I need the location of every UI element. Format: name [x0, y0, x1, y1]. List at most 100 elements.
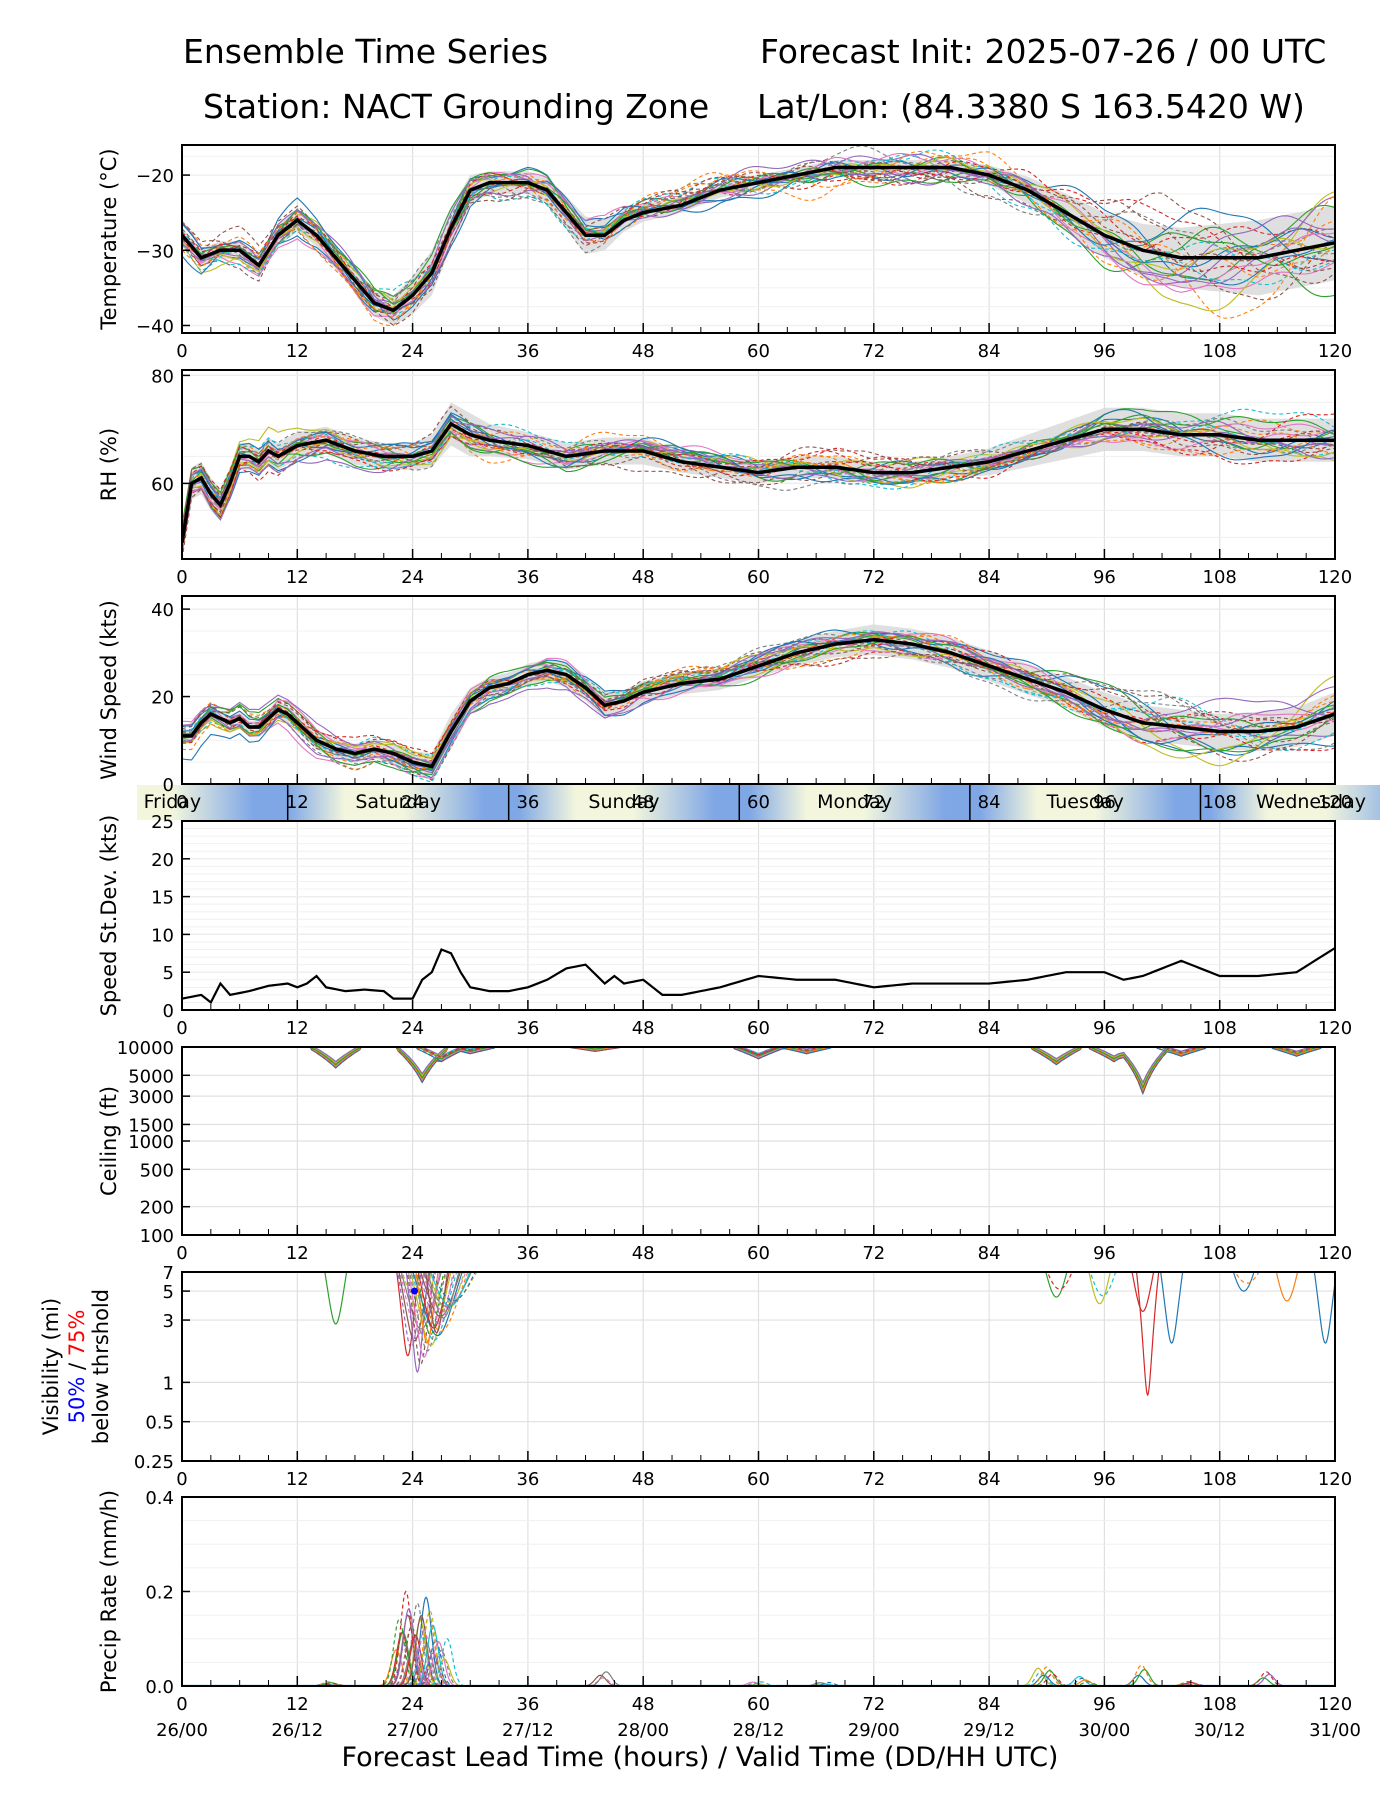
ensemble-mean-line: [182, 637, 1335, 769]
x-tick-label: 24: [401, 1469, 424, 1490]
x-tick-label: 0: [176, 567, 187, 588]
x-tick-label: 0: [176, 1018, 187, 1039]
valid-time-label: 29/12: [963, 1720, 1015, 1741]
y-tick-label: 5: [163, 1282, 174, 1303]
x-tick-label: 72: [862, 567, 885, 588]
y-tick-label: 1500: [128, 1115, 174, 1136]
x-tick-label: 24: [401, 341, 424, 362]
ceiling-member-line: [309, 1047, 1170, 1096]
y-tick-label: −20: [136, 166, 174, 187]
x-tick-label: 36: [516, 1243, 539, 1264]
panel-ceil: [181, 1046, 1336, 1236]
spread-band: [182, 624, 1335, 780]
plot-area-precip: [182, 1497, 1335, 1686]
x-tick-label: 96: [1093, 792, 1116, 813]
y-tick-label: 80: [151, 366, 174, 387]
x-tick-label: 96: [1093, 1018, 1116, 1039]
x-tick-label: 84: [978, 1694, 1001, 1715]
ensemble-member-line: [182, 638, 1335, 774]
x-tick-label: 108: [1203, 792, 1237, 813]
y-tick-label: 3: [163, 1311, 174, 1332]
ensemble-mean-line: [182, 165, 1335, 313]
visibility-separator: /: [65, 1356, 89, 1376]
y-tick-label: 20: [151, 688, 174, 709]
x-tick-label: 84: [978, 1018, 1001, 1039]
visibility-member-line: [410, 1272, 452, 1347]
x-tick-label: 72: [862, 1694, 885, 1715]
visibility-member-line: [427, 1272, 460, 1319]
ceiling-member-line: [418, 1047, 1317, 1059]
x-tick-label: 96: [1093, 1243, 1116, 1264]
y-tick-label: 25: [151, 812, 174, 833]
x-axis-label: Forecast Lead Time (hours) / Valid Time …: [341, 1742, 1059, 1773]
x-tick-label: 12: [286, 1694, 309, 1715]
visibility-member-line: [397, 1272, 426, 1349]
panel-precip: [181, 1496, 1336, 1687]
day-band: [137, 785, 1380, 820]
latlon-label: Lat/Lon: (84.3380 S 163.5420 W): [757, 87, 1305, 126]
panel-wind: [181, 595, 1336, 785]
visibility-50pct-marker: [411, 1287, 419, 1295]
visibility-member-line: [1313, 1272, 1335, 1344]
day-label-sunday: Sunday: [588, 791, 659, 813]
y-tick-label: 0.2: [145, 1583, 174, 1604]
ensemble-member-line: [182, 171, 1335, 305]
ceiling-member-line: [311, 1047, 1317, 1087]
y-axis-label: Wind Speed (kts): [97, 600, 121, 780]
y-axis-label: Temperature (°C): [97, 148, 121, 330]
ensemble-member-line: [182, 165, 1335, 316]
visibility-member-line: [324, 1272, 348, 1325]
y-tick-label: 0: [163, 1001, 174, 1022]
x-tick-label: 24: [401, 1694, 424, 1715]
y-tick-label: 60: [151, 474, 174, 495]
ensemble-member-line: [182, 149, 1335, 291]
ensemble-member-line: [182, 405, 1335, 551]
x-tick-label: 48: [632, 1469, 655, 1490]
y-tick-label: 10: [151, 925, 174, 946]
x-tick-label: 36: [516, 1469, 539, 1490]
x-tick-label: 96: [1093, 1469, 1116, 1490]
x-tick-label: 84: [978, 792, 1001, 813]
x-tick-label: 48: [632, 1243, 655, 1264]
y-tick-label: 10000: [117, 1038, 174, 1059]
ensemble-member-line: [182, 417, 1335, 546]
x-tick-label: 84: [978, 341, 1001, 362]
x-tick-label: 72: [862, 341, 885, 362]
day-label-wednesday: Wednesday: [1256, 791, 1366, 813]
x-tick-label: 12: [286, 341, 309, 362]
ensemble-member-line: [182, 160, 1335, 300]
x-tick-label: 60: [747, 792, 770, 813]
y-tick-label: 0: [163, 775, 174, 796]
plot-area-temp: [182, 145, 1335, 333]
x-tick-label: 48: [632, 1694, 655, 1715]
y-axis-label-secondary: below thrshold: [89, 1289, 113, 1444]
ensemble-member-line: [182, 150, 1335, 320]
x-tick-label: 36: [516, 341, 539, 362]
ceiling-member-line: [312, 1047, 1314, 1084]
y-tick-label: 0.25: [134, 1452, 174, 1473]
x-tick-label: 60: [747, 567, 770, 588]
plot-area-vis: [182, 1272, 1335, 1461]
x-tick-label: 72: [862, 1469, 885, 1490]
plot-area-rh: [182, 370, 1335, 559]
y-tick-label: 1: [163, 1373, 174, 1394]
x-tick-label: 108: [1203, 1694, 1237, 1715]
visibility-member-line: [1232, 1272, 1255, 1292]
ensemble-member-line: [182, 408, 1335, 538]
x-tick-label: 108: [1203, 1018, 1237, 1039]
y-axis-label: Speed St.Dev. (kts): [97, 815, 121, 1017]
precip-member-line: [1115, 1668, 1174, 1686]
station-label: Station: NACT Grounding Zone: [203, 87, 710, 126]
y-tick-label: 100: [140, 1226, 174, 1247]
x-tick-label: 24: [401, 792, 424, 813]
x-tick-label: 120: [1318, 792, 1352, 813]
panel-rh: [181, 369, 1336, 560]
y-tick-label: 5: [163, 963, 174, 984]
ensemble-member-line: [182, 637, 1335, 755]
ensemble-member-line: [182, 640, 1335, 767]
y-tick-label: 0.5: [145, 1413, 174, 1434]
x-tick-label: 84: [978, 1243, 1001, 1264]
x-tick-label: 0: [176, 1694, 187, 1715]
x-tick-label: 120: [1318, 1018, 1352, 1039]
x-tick-label: 84: [978, 1469, 1001, 1490]
